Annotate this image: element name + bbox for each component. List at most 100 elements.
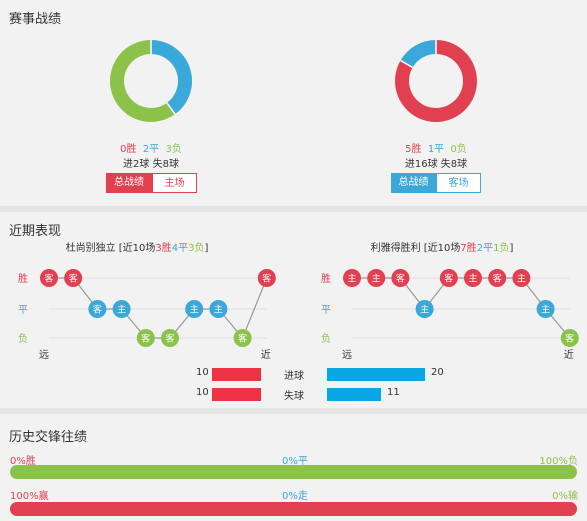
left-form-suffix: ] (204, 243, 209, 254)
right-form-point (536, 300, 555, 318)
summary-section: 赛事战绩 0胜 2平 3负 进2球 失8球 总战绩 主场 5胜 1平 0负 进1… (0, 0, 587, 206)
history-handicap-lose-pct: 0%输 (552, 491, 578, 502)
left-total-tab[interactable]: 总战绩 (106, 173, 152, 193)
right-form-point (512, 269, 531, 287)
left-form-line (49, 277, 268, 340)
left-form-venue-label: 客 (93, 304, 102, 316)
left-win-count: 0胜 (120, 144, 137, 155)
right-donut-separator (400, 59, 413, 69)
left-home-tab[interactable]: 主场 (152, 173, 197, 193)
right-form-venue-label: 主 (347, 273, 356, 285)
right-donut-win-slice (395, 40, 477, 122)
left-form-venue-label: 主 (117, 304, 126, 316)
goals-for-left-bar (212, 368, 261, 381)
right-team-form-title: 利雅得胜利 [近10场7胜2平1负] (322, 239, 562, 254)
right-form-venue-label: 主 (372, 273, 381, 285)
left-team-name: 杜尚别独立 (65, 243, 116, 254)
right-form-ylabel: 平 (321, 305, 331, 316)
left-draw-count: 2平 (142, 144, 160, 155)
left-form-point (257, 269, 276, 287)
recent-section: 近期表现 杜尚别独立 [近10场3胜4平3负] 利雅得胜利 [近10场7胜2平1… (0, 212, 587, 408)
right-form-venue-label: 客 (493, 273, 502, 285)
left-form-point (88, 300, 107, 318)
left-form-ylabel: 负 (18, 332, 28, 345)
left-donut-draw-slice (150, 40, 192, 115)
left-loss-count: 3负 (165, 144, 182, 155)
right-form-venue-label: 客 (565, 333, 574, 345)
recent-title: 近期表现 (9, 224, 62, 239)
left-form-ylabel: 胜 (18, 273, 28, 285)
right-form-point (391, 269, 410, 287)
goals-against-left-bar (212, 388, 261, 401)
left-form-venue-label: 主 (190, 304, 199, 316)
right-goals: 进16球 失8球 (404, 159, 468, 170)
right-form-venue-label: 主 (420, 304, 429, 316)
right-form-near-label: 近 (564, 348, 574, 361)
left-form-venue-label: 客 (44, 273, 53, 285)
right-form-ylabel: 胜 (321, 273, 331, 285)
goals-for-left-value: 10 (196, 367, 209, 378)
goals-against-right-bar (327, 388, 381, 401)
history-handicap-win-pct: 100%赢 (10, 491, 49, 502)
right-form-point (488, 269, 507, 287)
right-away-tab[interactable]: 客场 (436, 173, 481, 193)
left-form-point (185, 300, 204, 318)
right-form-line (352, 277, 571, 339)
history-handicap-bar (10, 502, 577, 516)
right-record: 5胜 1平 0负 (346, 140, 526, 155)
left-goals: 进2球 失8球 (123, 159, 179, 170)
left-form-venue-label: 客 (141, 333, 150, 345)
goals-for-right-value: 20 (431, 367, 444, 378)
left-form-prefix: [近10场 (115, 243, 156, 254)
goals-for-right-bar (327, 368, 425, 381)
left-form-venue-label: 客 (262, 273, 271, 285)
left-form-point (64, 269, 83, 287)
left-form-wins: 3胜 (155, 243, 172, 254)
goals-for-label: 进球 (284, 371, 304, 382)
left-donut-loss-slice (110, 40, 176, 122)
right-form-point (464, 269, 482, 287)
left-form-draws: 4平 (171, 243, 189, 254)
right-form-venue-label: 客 (396, 273, 405, 285)
left-form-venue-label: 主 (214, 304, 223, 316)
left-team-form-title: 杜尚别独立 [近10场3胜4平3负] (17, 239, 257, 254)
right-form-losses: 1负 (493, 243, 510, 254)
left-form-point (161, 329, 179, 347)
right-form-far-label: 远 (342, 349, 352, 361)
right-form-venue-label: 主 (468, 273, 477, 285)
left-form-point (112, 300, 131, 318)
history-section: 历史交锋往绩 0%胜 0%平 100%负 100%赢 0%走 0%输 (0, 414, 587, 521)
left-form-venue-label: 客 (69, 273, 78, 285)
right-form-draws: 2平 (476, 243, 494, 254)
right-form-suffix: ] (509, 243, 514, 254)
goals-against-left-value: 10 (196, 387, 209, 398)
right-donut-chart (395, 40, 477, 122)
history-title: 历史交锋往绩 (9, 430, 88, 445)
right-form-point (343, 269, 361, 287)
right-team-name: 利雅得胜利 (370, 243, 421, 254)
left-form-point (233, 329, 252, 347)
left-donut-chart (110, 40, 192, 122)
history-result-bar (10, 465, 577, 479)
right-form-point (439, 269, 458, 287)
right-form-wins: 7胜 (460, 243, 477, 254)
right-form-point (415, 300, 434, 318)
right-total-tab[interactable]: 总战绩 (391, 173, 436, 193)
right-form-prefix: [近10场 (420, 243, 461, 254)
goals-against-right-value: 11 (387, 387, 400, 398)
left-form-venue-label: 客 (238, 333, 247, 345)
left-form-chart: 胜平负客 客客 主客 客主 主客客远近 (18, 269, 276, 361)
left-form-venue-label: 客 (165, 333, 174, 345)
right-form-venue-label: 主 (517, 273, 526, 285)
left-form-losses: 3负 (188, 243, 205, 254)
goals-against-label: 失球 (284, 391, 304, 402)
summary-title: 赛事战绩 (9, 12, 62, 27)
history-handicap-push-pct: 0%走 (282, 491, 308, 502)
right-form-chart: 胜平负主主客主客主客主主客远近 (321, 269, 579, 361)
right-form-venue-label: 主 (541, 304, 550, 316)
left-form-far-label: 远 (39, 349, 49, 361)
right-form-ylabel: 负 (321, 332, 331, 345)
history-loss-pct: 100%负 (539, 456, 578, 467)
left-form-point (209, 300, 228, 318)
left-record: 0胜 2平 3负 (61, 140, 241, 155)
